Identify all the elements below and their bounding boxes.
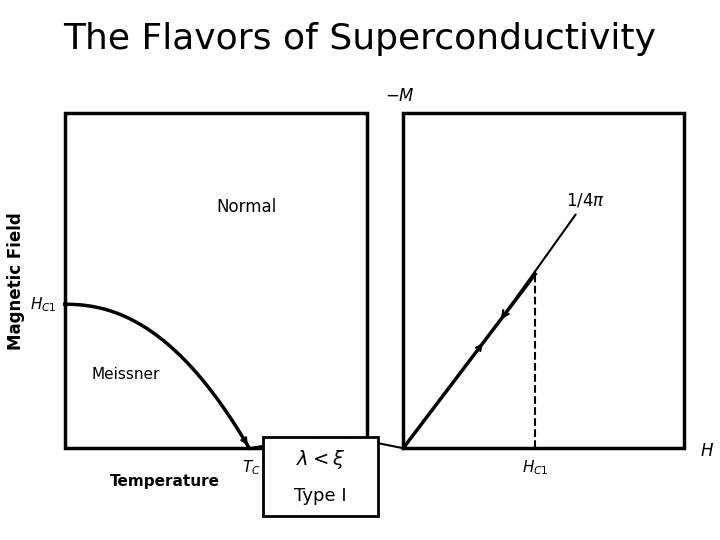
Text: Normal: Normal: [216, 198, 276, 216]
Text: $1/4\pi$: $1/4\pi$: [502, 192, 606, 318]
Text: The Flavors of Superconductivity: The Flavors of Superconductivity: [63, 22, 657, 56]
Text: $-M$: $-M$: [384, 87, 415, 105]
Text: Meissner: Meissner: [91, 367, 159, 382]
Polygon shape: [263, 437, 378, 516]
Text: $T_C$: $T_C$: [242, 458, 261, 477]
Text: $H$: $H$: [700, 442, 714, 460]
Text: $H_{C1}$: $H_{C1}$: [30, 295, 56, 314]
Text: Type I: Type I: [294, 487, 347, 505]
Text: $H_{C1}$: $H_{C1}$: [522, 458, 549, 477]
Text: Magnetic Field: Magnetic Field: [6, 212, 24, 350]
Text: Temperature: Temperature: [109, 474, 220, 489]
Text: $\lambda < \xi$: $\lambda < \xi$: [296, 448, 345, 471]
